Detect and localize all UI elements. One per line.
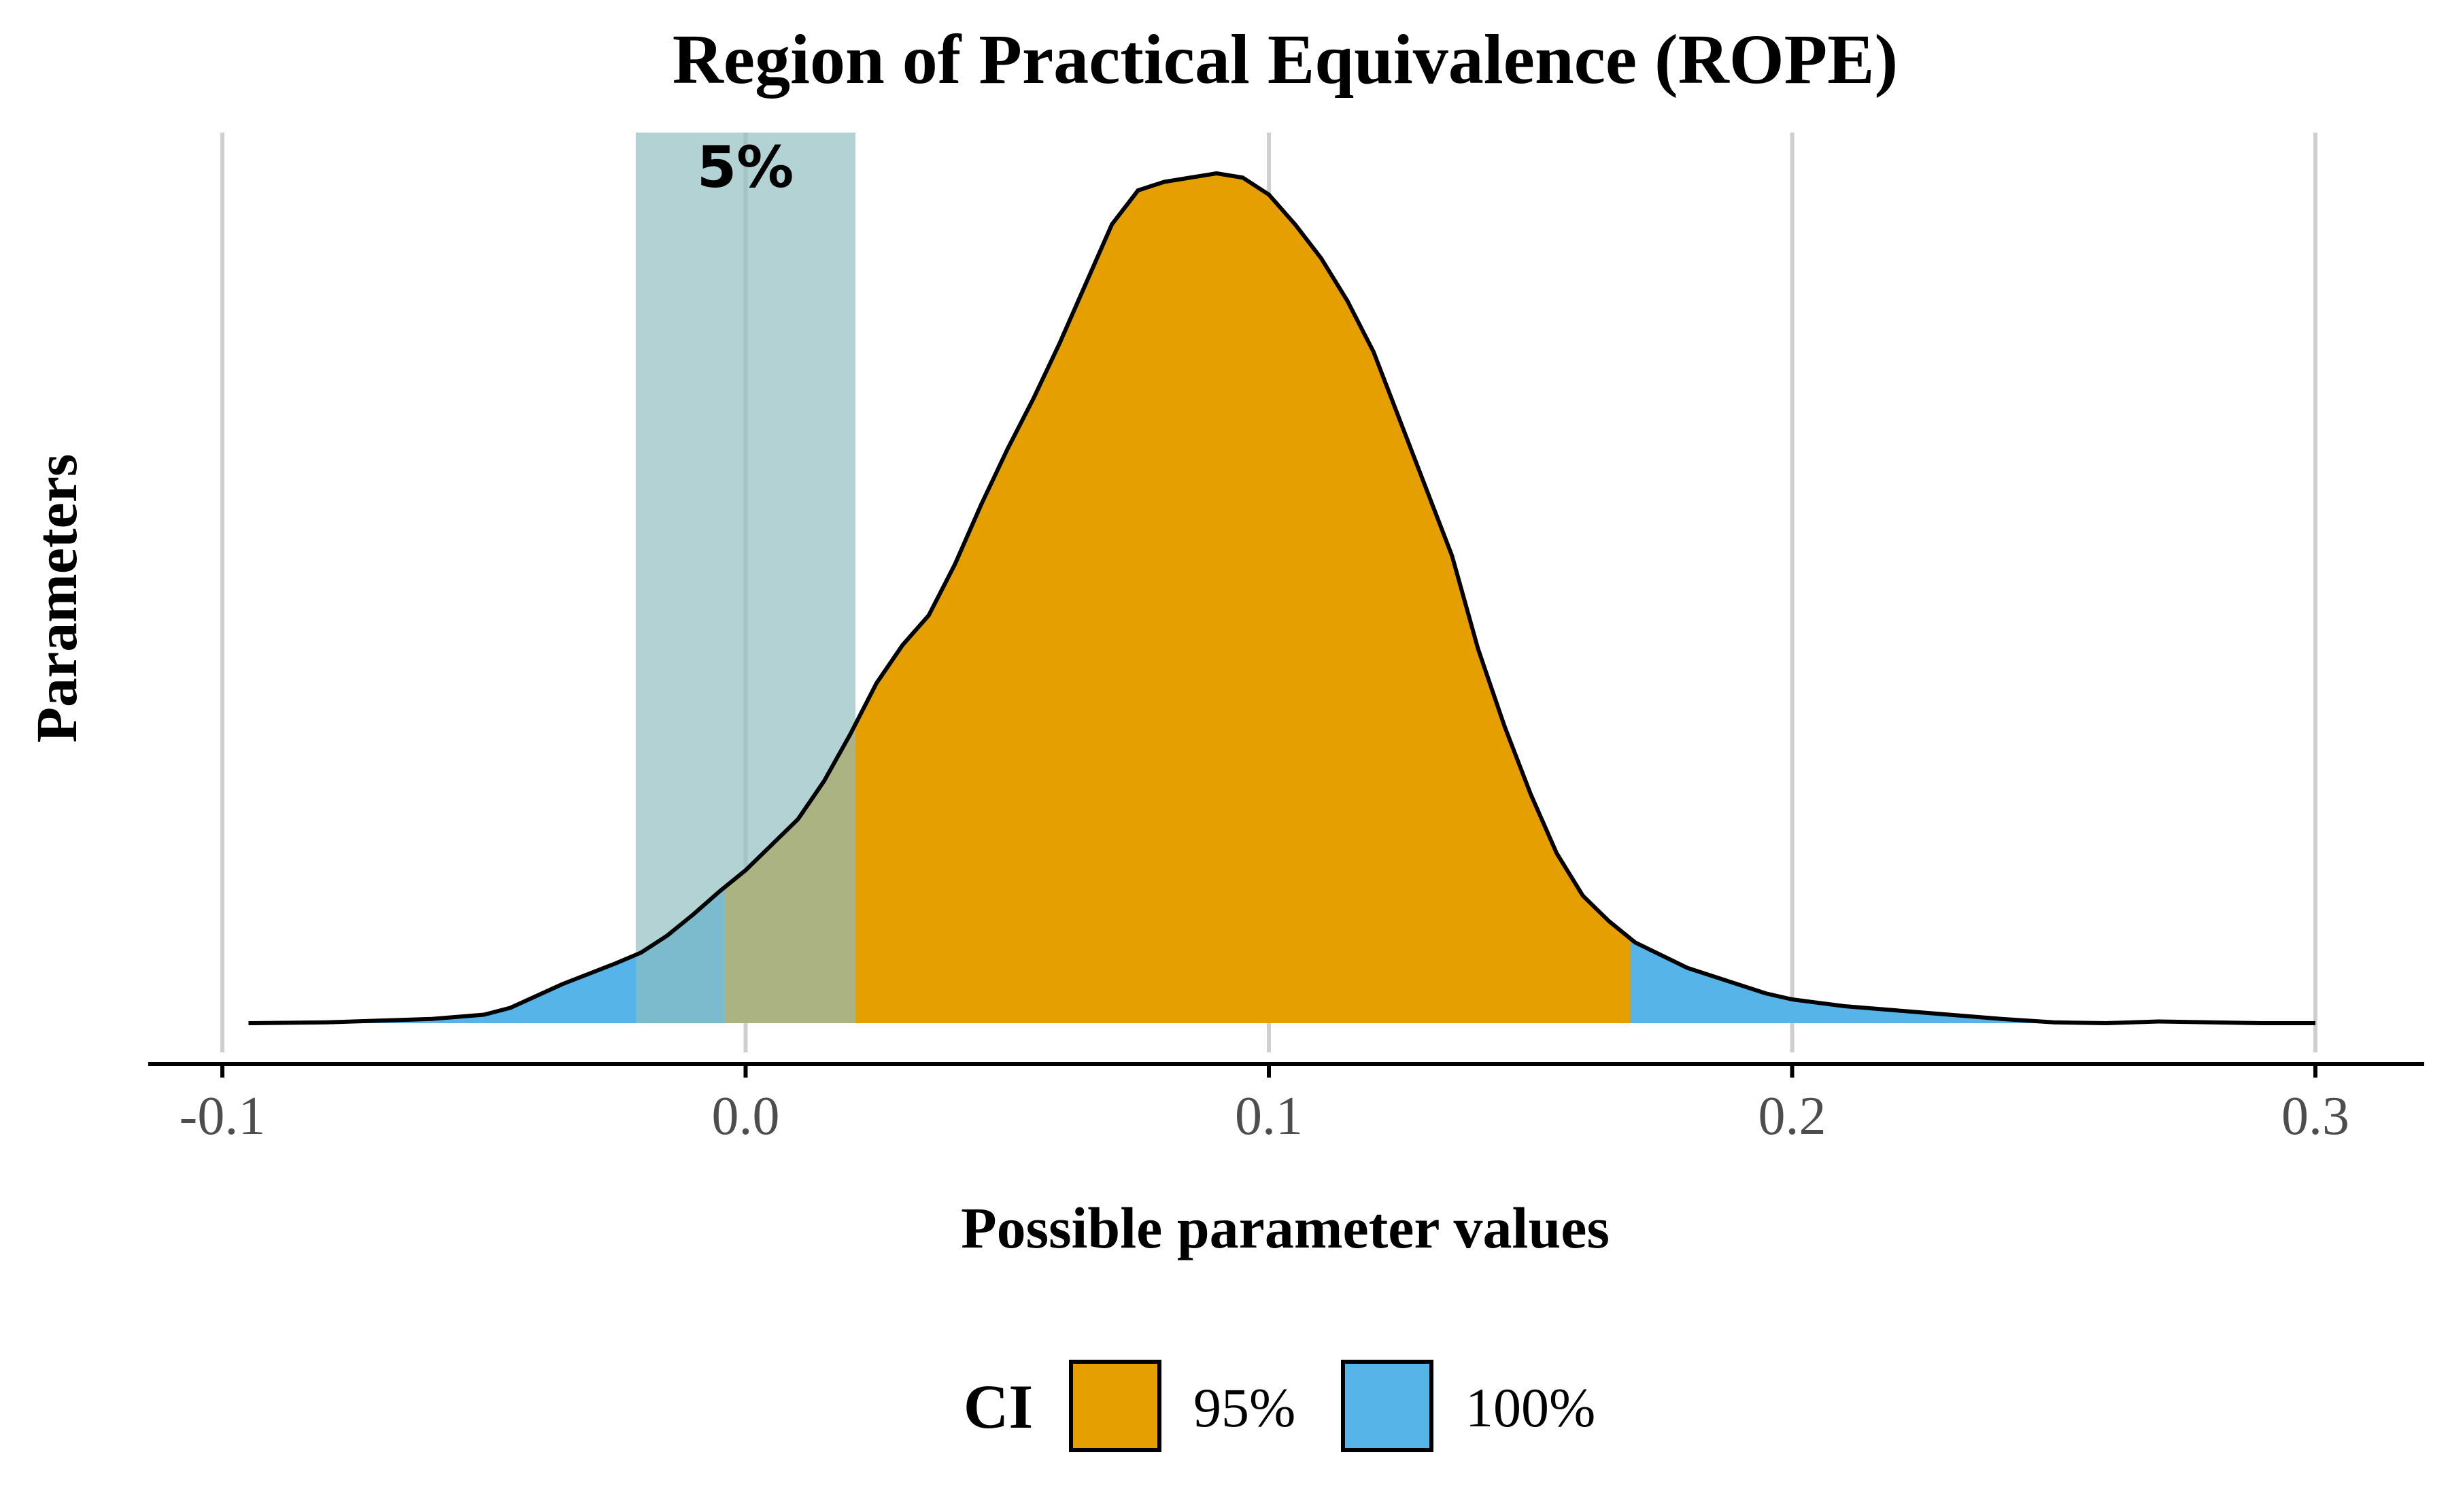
legend-label-95: 95%: [1193, 1377, 1295, 1439]
density-outline: [248, 171, 2315, 1025]
rope-band: [635, 133, 856, 1023]
legend-swatch-100: [1341, 1360, 1433, 1452]
x-tick-label-4: 0.3: [2281, 1086, 2349, 1146]
legend-title: CI: [964, 1372, 1033, 1441]
x-axis-title: Possible parameter values: [961, 1195, 1610, 1260]
x-tick-label-1: 0.0: [712, 1086, 780, 1146]
legend: CI 95% 100%: [964, 1360, 1595, 1452]
density-area: [248, 173, 2315, 1023]
rope-band-layer: [635, 133, 856, 1023]
chart-title: Region of Practical Equivalence (ROPE): [673, 20, 1898, 99]
x-axis-ticks: -0.1 0.0 0.1 0.2 0.3: [180, 1064, 2349, 1146]
rope-percent-label: 5%: [697, 134, 794, 201]
x-tick-label-2: 0.1: [1235, 1086, 1303, 1146]
legend-swatch-95: [1069, 1360, 1161, 1452]
x-tick-label-0: -0.1: [180, 1086, 266, 1146]
legend-label-100: 100%: [1465, 1377, 1595, 1439]
ci95-region: [724, 173, 1630, 1023]
ci100-left-tail: [248, 887, 725, 1023]
density-outline-layer: [248, 171, 2315, 1025]
y-axis-title: Parameters: [24, 454, 89, 743]
x-tick-label-3: 0.2: [1758, 1086, 1826, 1146]
